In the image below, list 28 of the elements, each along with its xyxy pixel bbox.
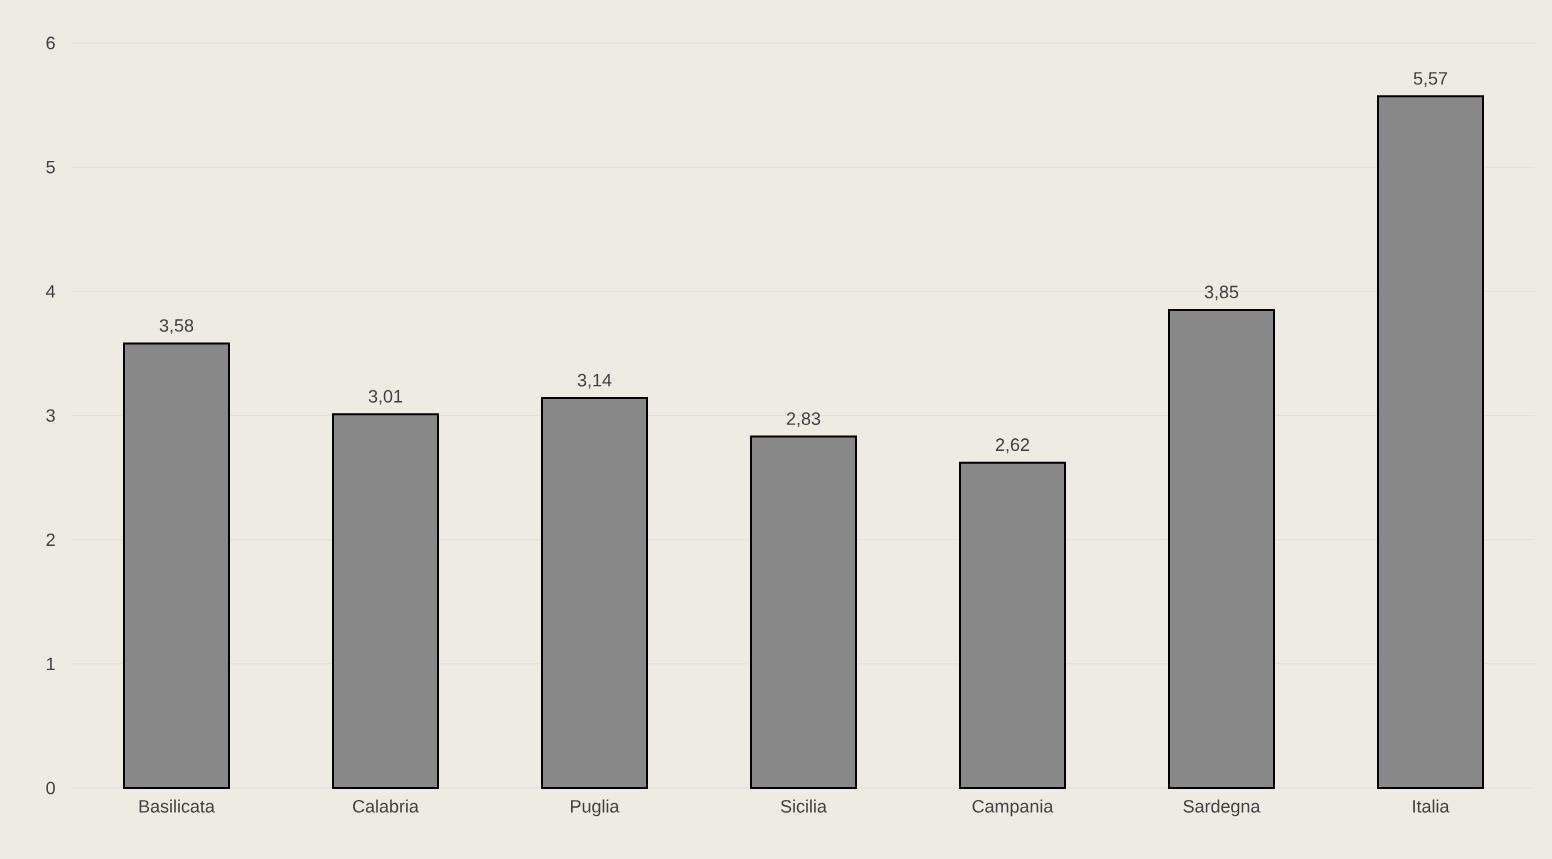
x-tick-label: Sardegna: [1183, 799, 1261, 817]
data-label: 2,83: [786, 412, 821, 428]
x-tick-label: Calabria: [353, 799, 419, 813]
bar: [123, 342, 230, 789]
bar: [1168, 308, 1275, 789]
data-label: 5,57: [1413, 72, 1448, 87]
data-label: 3,01: [368, 389, 403, 405]
bar: [332, 413, 439, 789]
bar: [1377, 95, 1484, 789]
y-tick-label: 1: [46, 657, 55, 670]
data-label: 3,14: [577, 373, 612, 389]
y-tick-label: 2: [46, 533, 55, 546]
y-tick-label: 3: [46, 409, 55, 422]
y-tick-label: 4: [46, 285, 56, 298]
y-tick-label: 0: [46, 781, 55, 795]
y-tick-label: 6: [46, 36, 55, 50]
data-label: 3,85: [1204, 285, 1239, 301]
y-tick-label: 5: [46, 160, 55, 174]
bar: [959, 461, 1066, 789]
bar: [541, 397, 648, 789]
data-label: 2,62: [995, 438, 1030, 454]
x-tick-label: Italia: [1413, 799, 1450, 813]
data-label: 3,58: [159, 319, 194, 334]
x-tick-label: Sicilia: [780, 799, 827, 813]
x-tick-label: Puglia: [571, 799, 620, 817]
bar: [750, 435, 857, 789]
x-tick-label: Campania: [972, 799, 1054, 817]
x-tick-label: Basilicata: [139, 799, 215, 813]
